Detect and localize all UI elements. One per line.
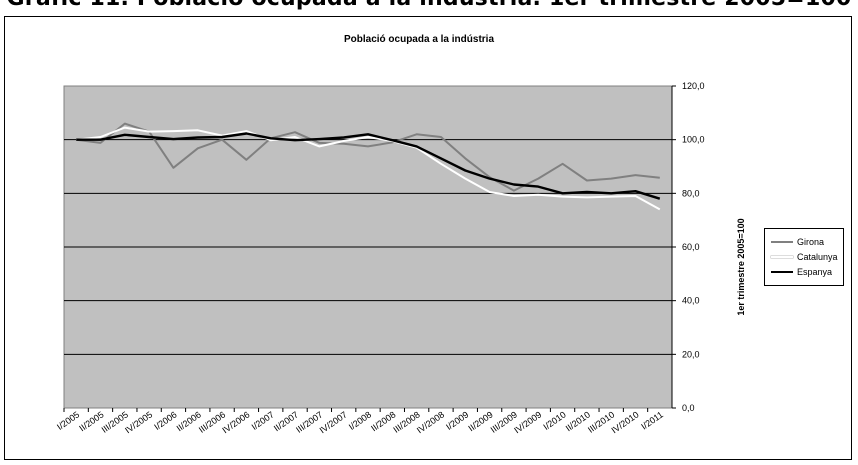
- legend-label: Girona: [797, 237, 825, 247]
- series-line-espanya: [76, 132, 661, 200]
- legend-label: Espanya: [797, 267, 833, 277]
- y-tick-label: 60,0: [682, 242, 700, 252]
- legend-label: Catalunya: [797, 252, 838, 262]
- figure-heading: Gràfic 11. Població ocupada a la indústr…: [0, 0, 858, 11]
- series-line-catalunya: [76, 126, 661, 211]
- x-tick-label: I/2005: [55, 409, 81, 432]
- x-tick-label: I/2011: [639, 409, 665, 431]
- y-tick-label: 120,0: [682, 81, 705, 91]
- y-tick-label: 80,0: [682, 188, 700, 198]
- legend-swatch: [771, 271, 793, 273]
- y-axis-label: 1er trimestre 2005=100: [736, 218, 746, 315]
- x-tick-label: I/2008: [347, 409, 373, 432]
- x-tick-label: IV/2005: [123, 409, 154, 435]
- x-tick-label: I/2009: [444, 409, 470, 432]
- y-tick-label: 0,0: [682, 403, 695, 413]
- legend-swatch: [771, 241, 793, 243]
- legend-swatch: [771, 256, 793, 258]
- x-tick-label: IV/2006: [220, 409, 251, 435]
- y-tick-label: 40,0: [682, 296, 700, 306]
- y-tick-label: 100,0: [682, 135, 705, 145]
- x-tick-label: IV/2010: [610, 409, 641, 435]
- x-tick-label: IV/2009: [512, 409, 543, 435]
- chart-legend: Girona Catalunya Espanya: [764, 228, 844, 286]
- x-tick-label: I/2010: [541, 409, 567, 432]
- chart-title: Població ocupada a la indústria: [344, 34, 494, 45]
- series-line-girona: [76, 122, 660, 192]
- y-tick-label: 20,0: [682, 349, 700, 359]
- x-tick-label: I/2006: [152, 409, 178, 432]
- x-tick-label: IV/2007: [318, 409, 349, 435]
- x-tick-label: I/2007: [250, 409, 276, 432]
- x-tick-label: IV/2008: [415, 409, 446, 435]
